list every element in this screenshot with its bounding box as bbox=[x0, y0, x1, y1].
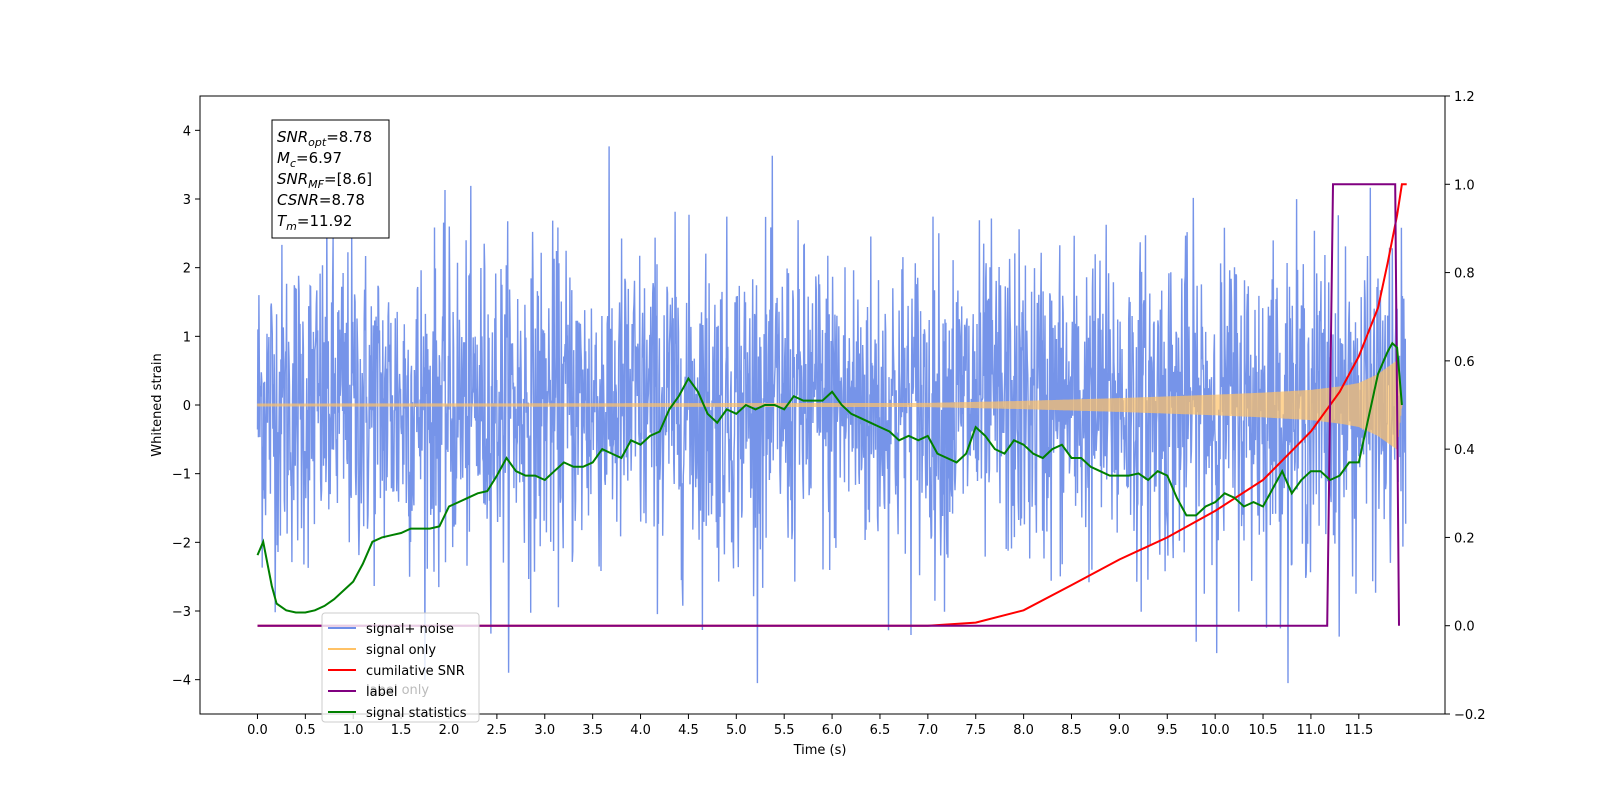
y-tick-label: −3 bbox=[172, 605, 191, 620]
y-tick-label: 4 bbox=[183, 124, 191, 139]
legend-label: label bbox=[366, 685, 397, 700]
plot-area bbox=[256, 146, 1407, 684]
legend-frame bbox=[321, 612, 480, 723]
y-tick-label: −2 bbox=[172, 536, 191, 551]
x-axis-title: Time (s) bbox=[793, 743, 847, 758]
x-tick-label: 5.0 bbox=[726, 723, 747, 738]
x-tick-label: 1.0 bbox=[343, 723, 364, 738]
cumulative-snr-line bbox=[257, 183, 1407, 627]
x-tick-label: 7.0 bbox=[918, 723, 939, 738]
x-tick-label: 8.5 bbox=[1061, 723, 1082, 738]
y-tick-label: −1 bbox=[172, 468, 191, 483]
info-line: Tm=11.92 bbox=[277, 212, 352, 233]
x-tick-label: 11.0 bbox=[1296, 723, 1325, 738]
x-tick-label: 1.5 bbox=[391, 723, 412, 738]
y2-tick-label: 0.2 bbox=[1454, 531, 1475, 546]
y-axis-left: −4 −3 −2 −1 0 1 2 3 4 bbox=[172, 124, 200, 689]
x-tick-label: 0.5 bbox=[295, 723, 316, 738]
x-tick-label: 4.5 bbox=[678, 723, 699, 738]
info-line: CSNR=8.78 bbox=[277, 191, 365, 209]
x-tick-label: 3.0 bbox=[534, 723, 555, 738]
x-tick-label: 0.0 bbox=[247, 723, 268, 738]
legend: label only signal+ noise signal only cumil… bbox=[321, 612, 480, 723]
signal-only-line bbox=[257, 360, 1403, 450]
y-tick-label: 0 bbox=[183, 399, 191, 414]
signal-statistics-line bbox=[256, 341, 1403, 614]
x-tick-label: 6.5 bbox=[870, 723, 891, 738]
y-axis-title: Whitened strain bbox=[150, 353, 165, 456]
x-tick-label: 10.0 bbox=[1201, 723, 1230, 738]
x-axis: 0.0 0.5 1.0 1.5 2.0 2.5 3.0 3.5 4.0 4.5 5.0 5.5 6.0 6… bbox=[247, 714, 1373, 738]
y-tick-label: −4 bbox=[172, 674, 191, 689]
y-tick-label: 2 bbox=[183, 262, 191, 277]
x-tick-label: 9.0 bbox=[1109, 723, 1130, 738]
legend-items: signal+ noise signal only cumilative SNR la… bbox=[328, 622, 467, 721]
x-tick-label: 8.0 bbox=[1013, 723, 1034, 738]
x-tick-label: 4.0 bbox=[630, 723, 651, 738]
label-line bbox=[257, 183, 1400, 627]
info-line: SNRMF=[8.6] bbox=[277, 170, 372, 191]
legend-label: signal+ noise bbox=[366, 622, 454, 637]
noise-series-layer bbox=[256, 146, 1407, 684]
signal-series-layer bbox=[257, 360, 1403, 450]
y2-tick-label: 1.0 bbox=[1454, 178, 1475, 193]
y2-tick-label: 0.0 bbox=[1454, 620, 1475, 635]
y-axis-right: −0.2 0.0 0.2 0.4 0.6 0.8 1.0 1.2 bbox=[1445, 90, 1486, 723]
x-tick-label: 9.5 bbox=[1157, 723, 1178, 738]
x-tick-label: 11.5 bbox=[1344, 723, 1373, 738]
y-tick-label: 1 bbox=[183, 330, 191, 345]
y2-tick-label: 0.8 bbox=[1454, 267, 1475, 282]
curve-series-layer bbox=[256, 183, 1407, 627]
y-tick-label: 3 bbox=[183, 193, 191, 208]
info-line: SNRopt=8.78 bbox=[277, 128, 372, 149]
x-tick-label: 2.0 bbox=[439, 723, 460, 738]
legend-label: signal only bbox=[366, 643, 436, 658]
info-box-frame bbox=[271, 119, 390, 239]
x-tick-label: 2.5 bbox=[487, 723, 508, 738]
y2-tick-label: 0.4 bbox=[1454, 443, 1475, 458]
x-tick-label: 5.5 bbox=[774, 723, 795, 738]
x-tick-label: 10.5 bbox=[1249, 723, 1278, 738]
info-line: Mc=6.97 bbox=[277, 149, 342, 170]
legend-label: cumilative SNR bbox=[366, 664, 465, 679]
x-tick-label: 7.5 bbox=[965, 723, 986, 738]
noise-series-line bbox=[256, 146, 1407, 684]
y2-tick-label: 1.2 bbox=[1454, 90, 1475, 105]
y2-tick-label: −0.2 bbox=[1454, 708, 1486, 723]
legend-hidden-text: label only bbox=[366, 683, 429, 698]
x-tick-label: 6.0 bbox=[822, 723, 843, 738]
legend-label: signal statistics bbox=[366, 706, 467, 721]
x-tick-label: 3.5 bbox=[582, 723, 603, 738]
y2-tick-label: 0.6 bbox=[1454, 355, 1475, 370]
